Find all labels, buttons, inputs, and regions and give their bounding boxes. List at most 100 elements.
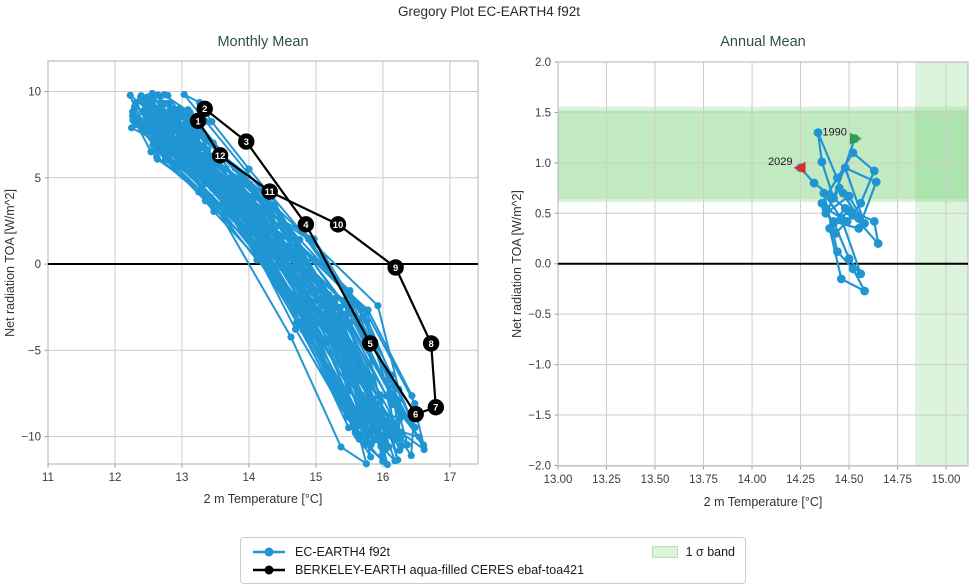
model-month-point: [374, 302, 382, 310]
obs-month-marker: [261, 183, 278, 200]
x-tick-label: 15: [310, 472, 323, 484]
annual-point: [871, 177, 881, 187]
annual-point: [848, 264, 858, 274]
model-month-point: [391, 457, 399, 465]
model-month-point: [155, 146, 163, 154]
annual-point: [834, 183, 844, 193]
model-month-point: [201, 197, 210, 205]
model-month-point: [407, 451, 415, 460]
model-month-point: [167, 140, 176, 148]
y-tick-label: 1.5: [535, 107, 551, 119]
x-tick-label: 16: [376, 472, 389, 484]
obs-month-marker: [422, 335, 440, 352]
model-month-point: [143, 97, 152, 105]
legend-label-obs: BERKELEY-EARTH aqua-filled CERES ebaf-to…: [295, 563, 585, 577]
model-month-point: [347, 414, 355, 422]
model-month-point: [137, 92, 145, 100]
obs-month-marker: [211, 147, 229, 164]
sigma-band-swatch: [651, 546, 678, 558]
x-tick-label: 13.50: [641, 474, 670, 486]
annual_mean-chart: 13.00 13.25 13.50 13.75 14.00 14.25 14.50 14.75…: [528, 57, 969, 486]
model-month-point: [410, 423, 418, 431]
legend-box: EC-EARTH4 f92t 1 σ band BERKELEY-EARTH a…: [240, 537, 746, 584]
model-month-point: [210, 207, 218, 216]
obs-month-number: 12: [215, 151, 226, 162]
obs-month-number: 4: [303, 220, 309, 231]
annual-point: [854, 224, 864, 233]
legend-entry-obs: BERKELEY-EARTH aqua-filled CERES ebaf-to…: [251, 563, 735, 577]
obs-month-number: 2: [202, 104, 207, 115]
y-tick-label: 0.0: [535, 259, 551, 271]
annual-point: [825, 190, 835, 200]
sigma-band-patch-icon: [651, 546, 678, 558]
model-month-point: [208, 118, 216, 126]
legend-label-model: EC-EARTH4 f92t: [295, 545, 390, 559]
sigma-band-horizontal: [558, 110, 968, 200]
model-month-point: [371, 401, 379, 409]
model-month-point: [132, 98, 140, 107]
model-month-point: [359, 304, 367, 313]
model-month-point: [295, 298, 304, 307]
model-dot-icon: [264, 547, 274, 557]
model-month-point: [182, 118, 190, 126]
model-month-point: [128, 108, 137, 116]
model-month-point: [403, 441, 412, 449]
figure-title: Gregory Plot EC-EARTH4 f92t: [398, 4, 580, 19]
annual-point: [829, 218, 838, 228]
x-tick-label: 12: [109, 472, 122, 484]
annual-yaxis-label: Net radiation TOA [W/m^2]: [510, 190, 524, 338]
model-month-point: [393, 401, 401, 409]
y-tick-label: 0: [35, 259, 41, 271]
annual-point: [873, 239, 883, 248]
x-tick-label: 11: [42, 472, 54, 484]
annual-xaxis-label: 2 m Temperature [°C]: [704, 495, 823, 509]
model-month-point: [344, 308, 352, 316]
model-month-point: [180, 90, 188, 99]
annual-point: [809, 178, 819, 188]
model-month-point: [326, 306, 334, 315]
obs-month-number: 5: [368, 339, 374, 350]
model-month-point: [293, 244, 302, 252]
annual-point: [844, 254, 854, 264]
annual-point: [842, 216, 852, 226]
annual-point: [817, 157, 827, 167]
model-line-swatch: [253, 547, 285, 557]
model-month-point: [180, 144, 188, 152]
x-tick-label: 14.50: [835, 474, 864, 486]
obs-month-marker: [361, 335, 379, 352]
model-month-point: [345, 424, 353, 432]
model-month-point: [245, 182, 253, 190]
obs-month-marker: [387, 259, 404, 276]
x-tick-label: 14.25: [786, 474, 815, 486]
x-tick-label: 13.00: [544, 474, 573, 486]
model-month-point: [415, 433, 424, 441]
model-month-point: [367, 428, 375, 436]
x-tick-label: 13.25: [592, 474, 621, 486]
obs-month-marker: [427, 399, 445, 416]
legend-label-sigma-band: 1 σ band: [685, 545, 735, 559]
obs-month-number: 9: [393, 263, 398, 274]
model-month-point: [320, 320, 329, 328]
annual-point: [831, 229, 840, 238]
model-month-point: [396, 446, 404, 454]
model-month-point: [352, 380, 360, 389]
model-month-point: [126, 91, 134, 99]
monthly-mean-subtitle: Monthly Mean: [217, 34, 308, 50]
model-month-point: [161, 154, 170, 163]
obs-month-marker: [189, 112, 207, 130]
model-month-point: [221, 176, 229, 185]
annual-point: [856, 269, 866, 279]
y-tick-label: 2.0: [535, 57, 551, 69]
model-month-point: [178, 123, 186, 131]
obs-month-marker: [238, 133, 255, 150]
model-month-point: [219, 199, 227, 207]
annual-point: [813, 128, 823, 138]
model-month-point: [320, 313, 329, 321]
y-tick-label: −10: [21, 432, 41, 444]
annual-point: [856, 198, 866, 208]
model-month-point: [390, 435, 398, 443]
annual-point: [836, 274, 846, 284]
annual-point: [869, 166, 879, 176]
